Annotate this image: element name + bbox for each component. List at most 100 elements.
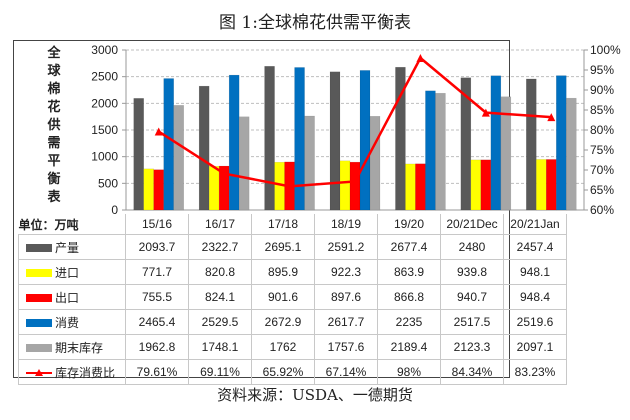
- bar-imports: [143, 168, 154, 211]
- y-left-tick-label: 2500: [91, 70, 118, 84]
- bar-exports: [546, 159, 557, 211]
- vertical-title-char: 全: [47, 46, 61, 61]
- data-label: 69.11%: [188, 359, 252, 385]
- data-label: 65.92%: [251, 359, 315, 385]
- bar-consumption: [490, 75, 502, 211]
- y-left-tick-label: 1500: [91, 123, 118, 137]
- bar-production: [460, 77, 472, 211]
- data-label: 2457.4: [503, 234, 567, 260]
- vertical-title-char: 球: [47, 64, 61, 79]
- x-tick-label: 17/18: [251, 214, 315, 235]
- x-tick-label: 20/21Jan: [503, 214, 567, 235]
- x-tick-label: 19/20: [377, 214, 441, 235]
- bar-consumption: [359, 70, 371, 211]
- legend-entry-production: 产量: [18, 234, 126, 260]
- bar-consumption: [294, 67, 305, 211]
- data-label: 863.9: [377, 259, 441, 285]
- data-label: 948.4: [503, 284, 567, 310]
- legend-entry-exports: 出口: [18, 284, 126, 310]
- x-tick-label: 15/16: [125, 214, 189, 235]
- bar-ending_stocks: [566, 97, 577, 211]
- table-header-row: 单位：万吨 15/16 16/17 17/18 18/19 19/20 20/21Dec 20…: [19, 214, 567, 235]
- y-left-tick-label: 2000: [91, 96, 118, 110]
- legend-line-marker-icon: [26, 369, 52, 377]
- data-label: 1962.8: [125, 334, 189, 360]
- bar-consumption: [556, 75, 567, 211]
- data-label: 2617.7: [314, 309, 378, 335]
- bar-production: [133, 98, 144, 211]
- bar-exports: [349, 161, 361, 211]
- data-label: 2189.4: [377, 334, 441, 360]
- line-marker-stock-ratio: [416, 54, 425, 62]
- legend-label: 消费: [55, 315, 80, 330]
- data-label: 2517.5: [440, 309, 504, 335]
- line-marker-stock-ratio: [481, 108, 490, 117]
- bar-imports: [470, 159, 482, 211]
- data-label: 895.9: [251, 259, 315, 285]
- bar-consumption: [228, 74, 240, 211]
- table-row-exports: 出口 755.5 824.1 901.6 897.6 866.8 940.7 948.4: [18, 284, 567, 310]
- bar-imports: [208, 165, 220, 211]
- bar-production: [395, 66, 406, 211]
- legend-entry-imports: 进口: [18, 259, 126, 285]
- x-tick-label: 20/21Dec: [440, 214, 504, 235]
- data-label: 2480: [440, 234, 504, 260]
- vertical-title-char: 棉: [47, 82, 61, 97]
- unit-label: 单位：万吨: [18, 217, 79, 232]
- x-tick-label: 18/19: [314, 214, 378, 235]
- data-label: 2695.1: [251, 234, 315, 260]
- data-label: 2123.3: [440, 334, 504, 360]
- vertical-title-char: 花: [47, 100, 61, 115]
- y-right-tick-label: 65%: [590, 183, 614, 197]
- table-row-ending_stocks: 期末库存 1962.8 1748.1 1762 1757.6 2189.4 2123.3 20…: [18, 334, 567, 360]
- legend-swatch-icon: [26, 244, 52, 252]
- legend-label: 进口: [55, 265, 80, 280]
- data-label: 2591.2: [314, 234, 378, 260]
- data-label: 2672.9: [251, 309, 315, 335]
- data-label: 824.1: [188, 284, 252, 310]
- data-label: 771.7: [125, 259, 189, 285]
- data-label: 98%: [377, 359, 441, 385]
- data-label: 901.6: [251, 284, 315, 310]
- x-tick-label: 16/17: [188, 214, 252, 235]
- bar-ending_stocks: [304, 115, 315, 211]
- legend-entry-stock_ratio: 库存消费比: [18, 359, 126, 385]
- data-label: 2677.4: [377, 234, 441, 260]
- bar-production: [264, 66, 275, 211]
- table-row-stock_ratio: 库存消费比 79.61% 69.11% 65.92% 67.14% 98% 84.34% 83…: [18, 359, 567, 385]
- bar-exports: [153, 169, 164, 211]
- data-label: 939.8: [440, 259, 504, 285]
- vertical-title-char: 供: [47, 118, 61, 133]
- bar-imports: [536, 159, 547, 211]
- data-label: 755.5: [125, 284, 189, 310]
- bar-ending_stocks: [238, 116, 250, 211]
- bar-imports: [405, 163, 416, 211]
- data-label: 897.6: [314, 284, 378, 310]
- y-right-tick-label: 70%: [590, 163, 614, 177]
- y-right-tick-label: 80%: [590, 123, 614, 137]
- data-label: 1748.1: [188, 334, 252, 360]
- legend-label: 库存消费比: [55, 365, 116, 380]
- y-left-tick-label: 1000: [91, 150, 118, 164]
- legend-label: 出口: [55, 290, 80, 305]
- bar-imports: [339, 160, 351, 211]
- data-label: 79.61%: [125, 359, 189, 385]
- data-label: 2465.4: [125, 309, 189, 335]
- bar-ending_stocks: [500, 96, 512, 211]
- y-left-tick-label: 0: [111, 203, 118, 217]
- legend-entry-consumption: 消费: [18, 309, 126, 335]
- bar-production: [198, 85, 210, 211]
- vertical-title: 全球棉花供需平衡表: [44, 45, 64, 207]
- data-label: 2322.7: [188, 234, 252, 260]
- table-row-production: 产量 2093.7 2322.7 2695.1 2591.2 2677.4 2480 2457…: [18, 234, 567, 260]
- bar-exports: [415, 163, 426, 211]
- line-marker-stock-ratio: [351, 177, 359, 186]
- bar-production: [526, 78, 537, 211]
- vertical-title-char: 表: [47, 190, 61, 205]
- legend-swatch-icon: [26, 319, 52, 327]
- y-left-tick-label: 500: [98, 176, 118, 190]
- data-label: 2519.6: [503, 309, 567, 335]
- bar-ending_stocks: [369, 116, 381, 211]
- vertical-title-char: 衡: [47, 172, 61, 187]
